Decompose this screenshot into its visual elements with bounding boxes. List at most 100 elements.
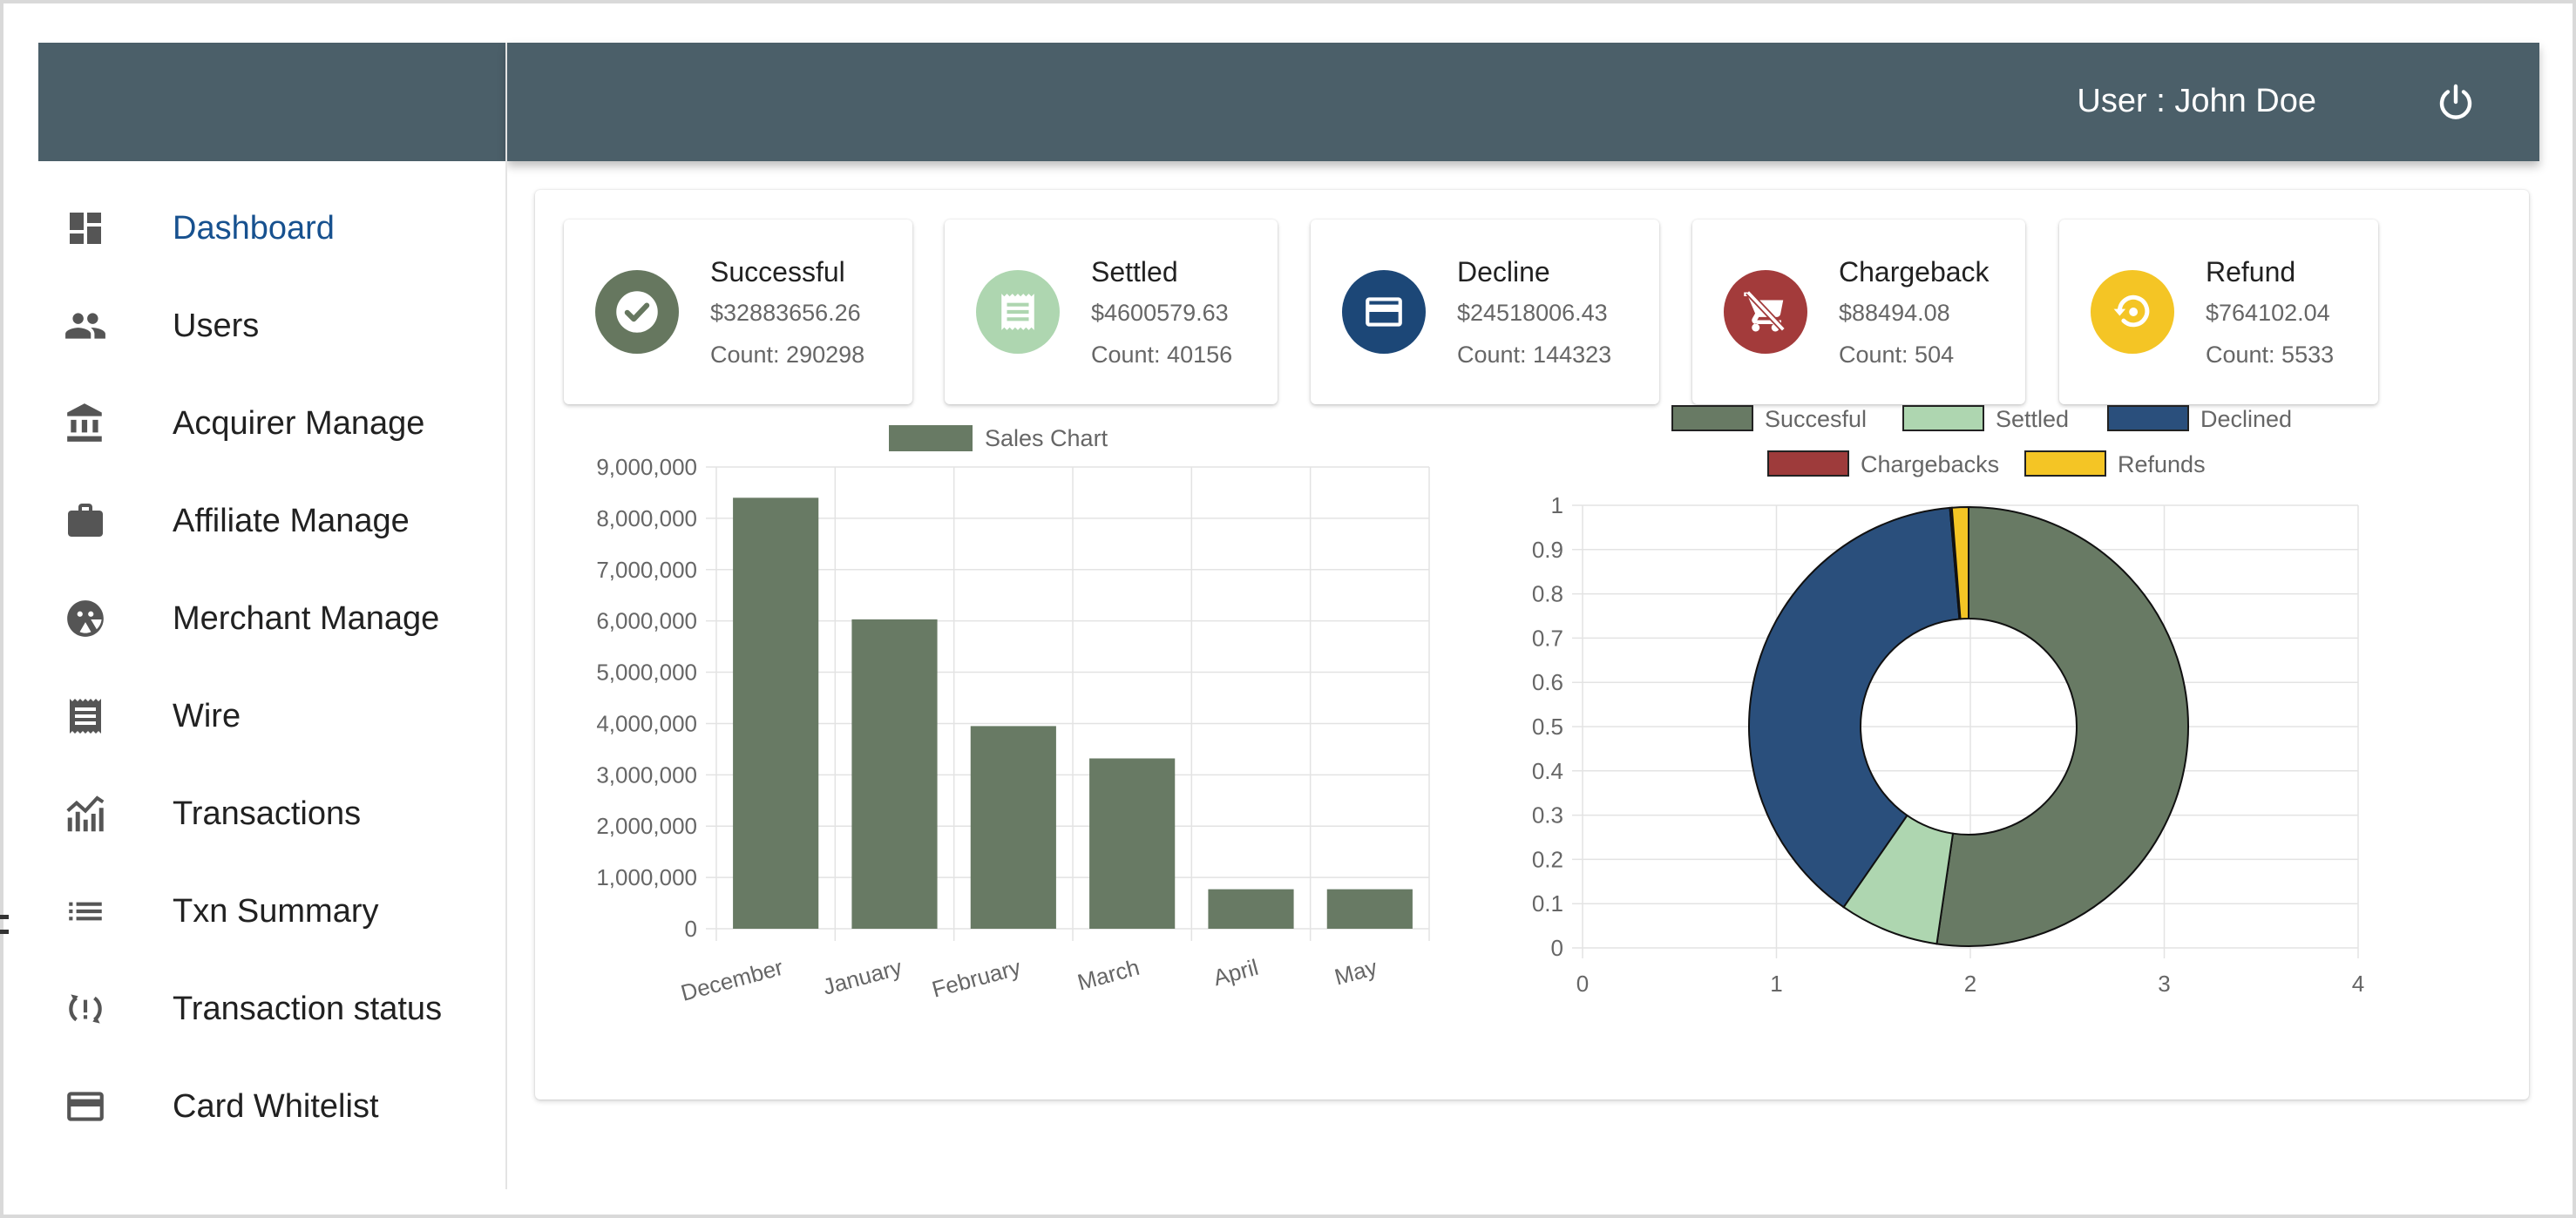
- stat-title: Refund: [2206, 256, 2296, 288]
- stat-count: Count: 144323: [1457, 342, 1612, 368]
- power-icon: [2439, 84, 2472, 119]
- status-doughnut-chart: Succesful Settled Declined Chargebacks Refun…: [1532, 405, 2364, 997]
- dashboard-panel: Successful $32883656.26 Count: 290298 Se…: [535, 190, 2529, 1100]
- stat-amount: $4600579.63: [1091, 300, 1229, 326]
- credit-card-icon: [1342, 270, 1426, 354]
- sidebar-item-wire[interactable]: Wire: [38, 673, 505, 760]
- bank-icon: [59, 397, 112, 450]
- sidebar-item-acquirer-manage[interactable]: Acquirer Manage: [38, 380, 505, 467]
- y-tick-label: 0.5: [1532, 714, 1563, 740]
- legend-swatch: [2024, 450, 2106, 477]
- y-tick-label: 9,000,000: [596, 454, 697, 480]
- doughnut-slice: [1748, 506, 1961, 909]
- x-tick-label: December: [678, 954, 786, 1006]
- sidebar-item-label: Wire: [173, 697, 241, 734]
- receipt-icon: [59, 690, 112, 742]
- status-icon: [59, 983, 112, 1035]
- briefcase-icon: [59, 495, 112, 547]
- legend-label: Sales Chart: [985, 425, 1108, 451]
- y-tick-label: 0.6: [1532, 669, 1563, 695]
- sales-bar-chart: Sales Chart 9,000,000 8,000,000 7,000,000 6,…: [596, 425, 1430, 1006]
- y-tick-label: 0.8: [1532, 581, 1563, 607]
- sidebar-item-label: Users: [173, 307, 260, 344]
- sidebar-item-label: Transactions: [173, 795, 362, 832]
- y-tick-label: 0.3: [1532, 802, 1563, 829]
- sidebar-item-transaction-status[interactable]: Transaction status: [38, 965, 505, 1052]
- y-tick-label: 2,000,000: [596, 813, 697, 839]
- stat-card-decline: Decline $24518006.43 Count: 144323: [1311, 220, 1659, 404]
- sidebar-divider: [505, 43, 507, 1189]
- stat-title: Decline: [1457, 256, 1550, 288]
- bar: [970, 726, 1056, 929]
- edge-menu-mark: [0, 915, 9, 967]
- stat-amount: $88494.08: [1839, 300, 1950, 326]
- stat-card-successful: Successful $32883656.26 Count: 290298: [564, 220, 912, 404]
- legend-label: Settled: [1996, 406, 2069, 432]
- stat-title: Chargeback: [1839, 256, 1990, 288]
- sidebar-item-label: Affiliate Manage: [173, 502, 410, 539]
- doughnut-slice: [1935, 505, 2189, 947]
- list-icon: [59, 885, 112, 937]
- merchant-icon: [59, 592, 112, 645]
- stat-count: Count: 290298: [710, 342, 865, 368]
- x-tick-label: 2: [1964, 971, 1976, 997]
- power-button[interactable]: [2430, 76, 2482, 128]
- y-tick-label: 4,000,000: [596, 710, 697, 736]
- sidebar-item-merchant-manage[interactable]: Merchant Manage: [38, 575, 505, 662]
- y-tick-label: 8,000,000: [596, 505, 697, 531]
- dashboard-icon: [59, 202, 112, 254]
- credit-card-icon: [59, 1080, 112, 1133]
- x-tick-label: May: [1332, 954, 1380, 991]
- sidebar-item-label: Card Whitelist: [173, 1087, 379, 1125]
- legend-label: Chargebacks: [1861, 451, 1999, 477]
- legend-label: Refunds: [2118, 451, 2206, 477]
- sidebar-item-label: Acquirer Manage: [173, 404, 425, 442]
- y-tick-label: 0.9: [1532, 537, 1563, 563]
- legend-swatch: [2107, 405, 2189, 431]
- sidebar-item-label: Merchant Manage: [173, 599, 440, 637]
- stat-title: Settled: [1091, 256, 1178, 288]
- y-tick-label: 3,000,000: [596, 761, 697, 788]
- sidebar-item-dashboard[interactable]: Dashboard: [38, 185, 505, 272]
- y-tick-label: 0.2: [1532, 846, 1563, 872]
- y-tick-label: 6,000,000: [596, 608, 697, 634]
- bar: [733, 497, 819, 929]
- legend-swatch: [1902, 405, 1984, 431]
- sidebar-item-label: Txn Summary: [173, 892, 379, 930]
- y-tick-label: 0.7: [1532, 625, 1563, 651]
- stat-card-chargeback: Chargeback $88494.08 Count: 504: [1692, 220, 2025, 404]
- stat-count: Count: 504: [1839, 342, 1955, 368]
- top-bar: User : John Doe: [507, 43, 2539, 161]
- sidebar-item-label: Transaction status: [173, 990, 443, 1027]
- y-tick-label: 1: [1551, 492, 1563, 518]
- x-tick-label: January: [820, 954, 905, 1000]
- x-tick-label: March: [1074, 954, 1142, 996]
- y-tick-label: 1,000,000: [596, 864, 697, 890]
- sidebar-item-txn-summary[interactable]: Txn Summary: [38, 868, 505, 955]
- check-circle-icon: [595, 270, 679, 354]
- sidebar-item-transactions[interactable]: Transactions: [38, 770, 505, 857]
- stat-amount: $24518006.43: [1457, 300, 1608, 326]
- bar: [1326, 889, 1413, 929]
- stat-card-refund: Refund $764102.04 Count: 5533: [2059, 220, 2378, 404]
- stat-amount: $32883656.26: [710, 300, 861, 326]
- stat-count: Count: 40156: [1091, 342, 1233, 368]
- x-tick-label: 0: [1576, 971, 1589, 997]
- sidebar-item-affiliate-manage[interactable]: Affiliate Manage: [38, 477, 505, 565]
- user-label: User : John Doe: [2077, 83, 2316, 119]
- y-tick-label: 0: [1551, 935, 1563, 961]
- y-tick-label: 0.4: [1532, 758, 1563, 784]
- sidebar-item-card-whitelist[interactable]: Card Whitelist: [38, 1063, 505, 1150]
- users-icon: [59, 300, 112, 352]
- stat-amount: $764102.04: [2206, 300, 2330, 326]
- receipt-icon: [976, 270, 1060, 354]
- x-tick-label: April: [1210, 954, 1261, 991]
- y-tick-label: 7,000,000: [596, 557, 697, 583]
- logo-area: [38, 43, 505, 161]
- x-tick-label: February: [929, 954, 1023, 1003]
- legend-label: Succesful: [1765, 406, 1867, 432]
- sidebar-item-users[interactable]: Users: [38, 282, 505, 369]
- stat-count: Count: 5533: [2206, 342, 2335, 368]
- sidebar: Dashboard Users Acquirer Manage Affiliat…: [38, 161, 505, 1189]
